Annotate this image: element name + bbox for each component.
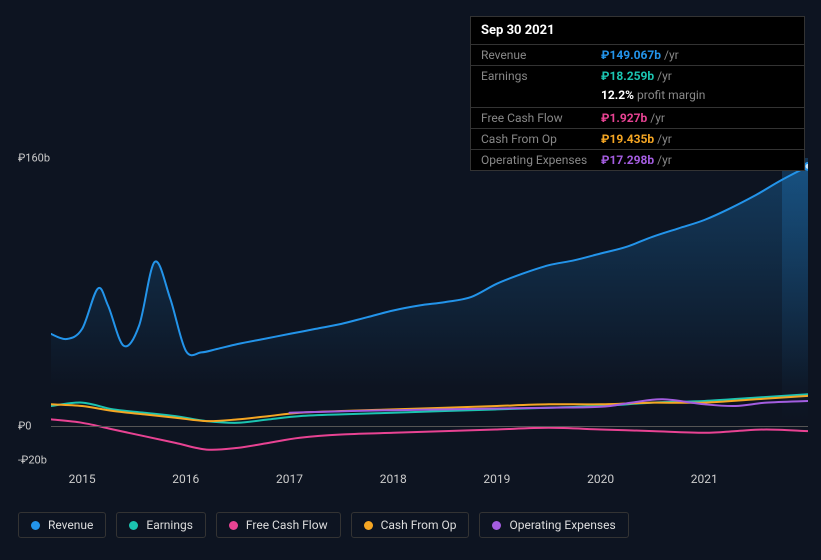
tooltip-row: Operating Expenses₽17.298b/yr <box>471 149 804 170</box>
legend-label: Earnings <box>146 518 193 532</box>
legend-label: Revenue <box>48 518 93 532</box>
legend: Revenue Earnings Free Cash Flow Cash From O… <box>18 512 629 538</box>
tooltip-row: Cash From Op₽19.435b/yr <box>471 128 804 149</box>
legend-dot-icon <box>229 521 238 530</box>
tooltip-row: Revenue₽149.067b/yr <box>471 44 804 65</box>
line-chart-svg <box>51 158 808 468</box>
legend-label: Cash From Op <box>381 518 457 532</box>
x-axis-tick: 2015 <box>69 472 96 486</box>
chart-area[interactable]: ₽160b₽0-₽20b 201520162017201820192020202… <box>18 158 808 498</box>
y-axis-tick: ₽0 <box>18 420 31 433</box>
x-axis-tick: 2019 <box>483 472 510 486</box>
legend-dot-icon <box>31 521 40 530</box>
x-axis-tick: 2020 <box>587 472 614 486</box>
tooltip-row: Earnings₽18.259b/yr <box>471 65 804 86</box>
chart-container: Sep 30 2021 Revenue₽149.067b/yrEarnings₽… <box>0 0 821 560</box>
tooltip-row: Free Cash Flow₽1.927b/yr <box>471 107 804 128</box>
legend-item-fcf[interactable]: Free Cash Flow <box>216 512 341 538</box>
y-axis-labels: ₽160b₽0-₽20b <box>18 158 51 468</box>
hover-tooltip: Sep 30 2021 Revenue₽149.067b/yrEarnings₽… <box>470 16 805 171</box>
x-axis-labels: 2015 2016 2017 2018 2019 2020 2021 <box>51 472 808 492</box>
x-axis-tick: 2018 <box>380 472 407 486</box>
legend-label: Operating Expenses <box>509 518 615 532</box>
legend-item-revenue[interactable]: Revenue <box>18 512 106 538</box>
x-axis-tick: 2017 <box>276 472 303 486</box>
y-axis-tick: ₽160b <box>18 152 50 165</box>
tooltip-rows: Revenue₽149.067b/yrEarnings₽18.259b/yr12… <box>471 44 804 170</box>
x-axis-tick: 2021 <box>691 472 718 486</box>
legend-item-opex[interactable]: Operating Expenses <box>479 512 628 538</box>
legend-label: Free Cash Flow <box>246 518 328 532</box>
legend-dot-icon <box>492 521 501 530</box>
legend-item-cfo[interactable]: Cash From Op <box>351 512 470 538</box>
tooltip-profit-margin: 12.2%profit margin <box>471 86 804 107</box>
tooltip-date: Sep 30 2021 <box>471 17 804 44</box>
x-axis-tick: 2016 <box>172 472 199 486</box>
plot-area <box>51 158 808 468</box>
y-axis-tick: -₽20b <box>18 453 47 466</box>
legend-dot-icon <box>364 521 373 530</box>
legend-item-earnings[interactable]: Earnings <box>116 512 206 538</box>
legend-dot-icon <box>129 521 138 530</box>
